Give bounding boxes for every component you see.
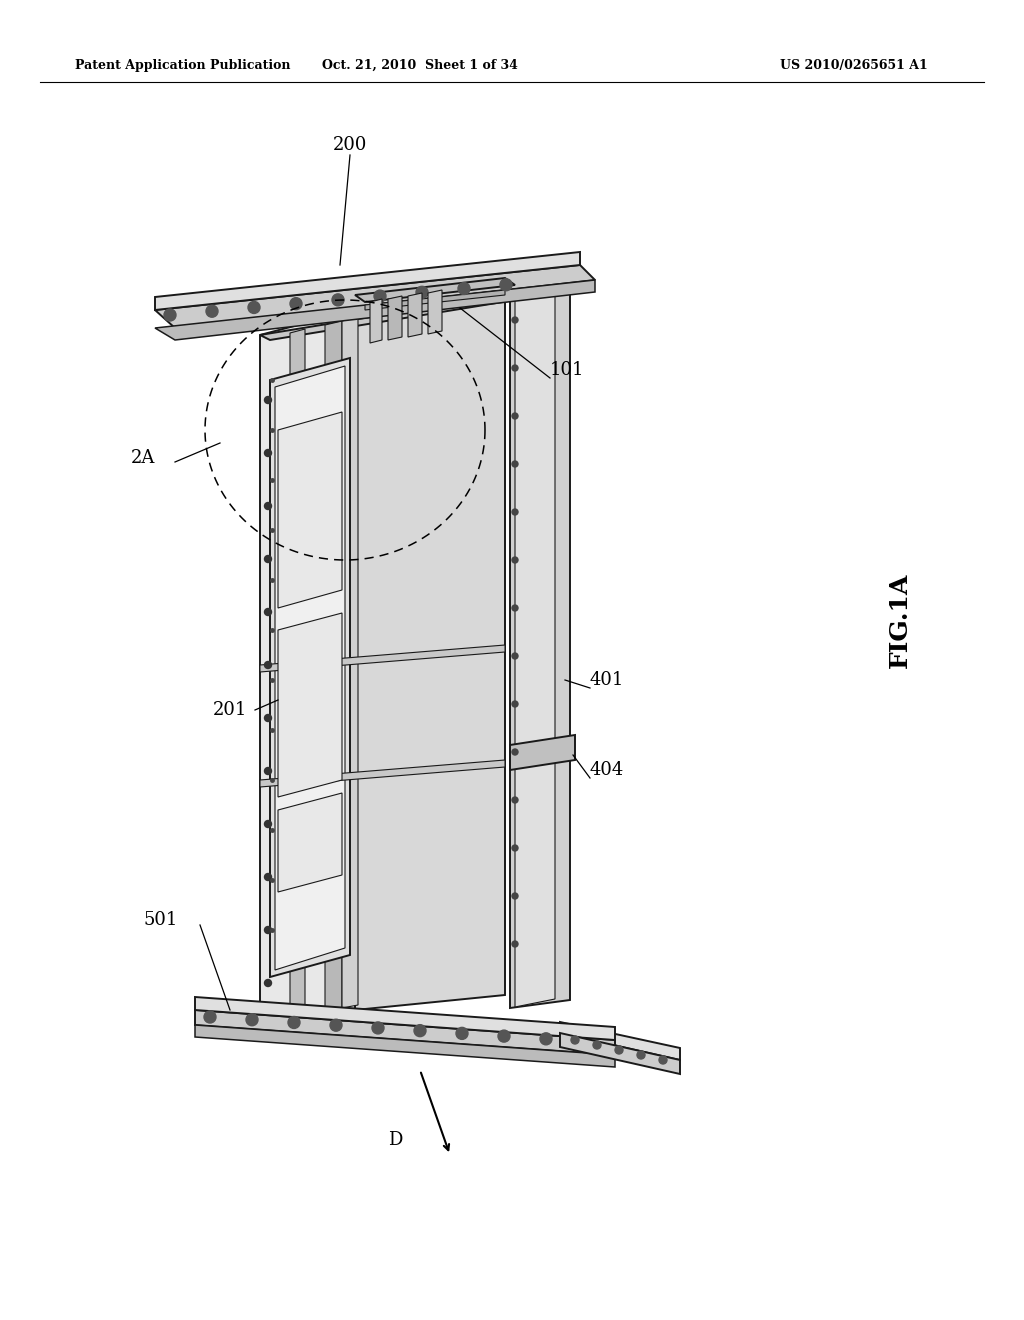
Circle shape xyxy=(512,557,518,564)
Circle shape xyxy=(498,1030,510,1041)
Text: FIG.1A: FIG.1A xyxy=(888,573,912,668)
Circle shape xyxy=(500,279,512,290)
Circle shape xyxy=(416,286,428,298)
Circle shape xyxy=(456,1027,468,1039)
Circle shape xyxy=(264,661,271,668)
Polygon shape xyxy=(260,645,505,672)
Polygon shape xyxy=(355,294,505,1010)
Circle shape xyxy=(512,510,518,515)
Circle shape xyxy=(512,701,518,708)
Polygon shape xyxy=(342,317,358,1008)
Polygon shape xyxy=(275,366,345,970)
Circle shape xyxy=(204,1011,216,1023)
Circle shape xyxy=(246,1014,258,1026)
Polygon shape xyxy=(260,294,515,341)
Polygon shape xyxy=(195,1026,615,1067)
Polygon shape xyxy=(260,310,355,1035)
Circle shape xyxy=(414,1024,426,1036)
Circle shape xyxy=(659,1056,667,1064)
Circle shape xyxy=(512,845,518,851)
Circle shape xyxy=(290,298,302,310)
Circle shape xyxy=(264,979,271,986)
Circle shape xyxy=(615,1045,623,1053)
Text: 200: 200 xyxy=(333,136,368,154)
Circle shape xyxy=(264,450,271,457)
Polygon shape xyxy=(515,286,555,1007)
Polygon shape xyxy=(408,293,422,337)
Text: 401: 401 xyxy=(590,671,625,689)
Circle shape xyxy=(571,1036,579,1044)
Circle shape xyxy=(374,290,386,302)
Circle shape xyxy=(512,748,518,755)
Circle shape xyxy=(288,1016,300,1028)
Polygon shape xyxy=(278,412,342,609)
Circle shape xyxy=(458,282,470,294)
Text: US 2010/0265651 A1: US 2010/0265651 A1 xyxy=(780,58,928,71)
Polygon shape xyxy=(365,290,505,310)
Polygon shape xyxy=(278,793,342,892)
Polygon shape xyxy=(195,997,615,1040)
Circle shape xyxy=(372,1022,384,1034)
Text: D: D xyxy=(388,1131,402,1148)
Polygon shape xyxy=(155,280,595,341)
Polygon shape xyxy=(260,760,505,787)
Polygon shape xyxy=(155,265,595,327)
Circle shape xyxy=(512,941,518,946)
Circle shape xyxy=(512,366,518,371)
Text: 201: 201 xyxy=(213,701,247,719)
Polygon shape xyxy=(290,329,305,1016)
Circle shape xyxy=(264,609,271,615)
Polygon shape xyxy=(195,1010,615,1055)
Polygon shape xyxy=(325,321,342,1012)
Circle shape xyxy=(206,305,218,317)
Polygon shape xyxy=(278,612,342,797)
Polygon shape xyxy=(388,296,402,341)
Circle shape xyxy=(164,309,176,321)
Polygon shape xyxy=(560,1034,680,1074)
Polygon shape xyxy=(428,290,442,334)
Text: 404: 404 xyxy=(590,762,625,779)
Circle shape xyxy=(512,605,518,611)
Text: 101: 101 xyxy=(550,360,585,379)
Circle shape xyxy=(332,294,344,306)
Circle shape xyxy=(264,927,271,933)
Polygon shape xyxy=(370,300,382,343)
Circle shape xyxy=(512,413,518,418)
Circle shape xyxy=(593,1041,601,1049)
Circle shape xyxy=(264,396,271,404)
Circle shape xyxy=(512,894,518,899)
Circle shape xyxy=(512,461,518,467)
Text: Oct. 21, 2010  Sheet 1 of 34: Oct. 21, 2010 Sheet 1 of 34 xyxy=(323,58,518,71)
Circle shape xyxy=(637,1051,645,1059)
Circle shape xyxy=(512,653,518,659)
Circle shape xyxy=(512,797,518,803)
Circle shape xyxy=(264,556,271,562)
Circle shape xyxy=(264,767,271,775)
Polygon shape xyxy=(270,358,350,977)
Circle shape xyxy=(330,1019,342,1031)
Circle shape xyxy=(264,503,271,510)
Polygon shape xyxy=(355,279,515,302)
Text: 501: 501 xyxy=(143,911,178,929)
Circle shape xyxy=(540,1032,552,1045)
Circle shape xyxy=(264,821,271,828)
Circle shape xyxy=(264,874,271,880)
Polygon shape xyxy=(510,735,575,770)
Circle shape xyxy=(248,301,260,313)
Polygon shape xyxy=(155,252,580,310)
Polygon shape xyxy=(560,1022,680,1060)
Circle shape xyxy=(264,714,271,722)
Polygon shape xyxy=(510,285,570,1008)
Text: 2A: 2A xyxy=(131,449,155,467)
Circle shape xyxy=(512,317,518,323)
Text: Patent Application Publication: Patent Application Publication xyxy=(75,58,291,71)
